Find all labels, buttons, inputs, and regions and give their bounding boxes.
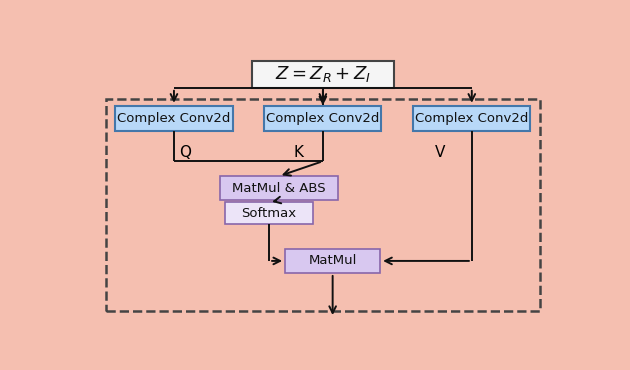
FancyBboxPatch shape bbox=[220, 176, 338, 201]
Text: Q: Q bbox=[179, 145, 191, 160]
Text: Complex Conv2d: Complex Conv2d bbox=[117, 112, 231, 125]
FancyBboxPatch shape bbox=[285, 249, 381, 273]
FancyBboxPatch shape bbox=[264, 106, 381, 131]
Text: Complex Conv2d: Complex Conv2d bbox=[415, 112, 529, 125]
FancyBboxPatch shape bbox=[252, 61, 394, 88]
Text: $Z = Z_R + Z_I$: $Z = Z_R + Z_I$ bbox=[275, 64, 371, 84]
Text: Complex Conv2d: Complex Conv2d bbox=[266, 112, 379, 125]
Text: MatMul & ABS: MatMul & ABS bbox=[232, 182, 326, 195]
FancyBboxPatch shape bbox=[226, 202, 313, 224]
FancyBboxPatch shape bbox=[115, 106, 232, 131]
Text: Softmax: Softmax bbox=[242, 206, 297, 219]
FancyBboxPatch shape bbox=[413, 106, 530, 131]
Text: K: K bbox=[294, 145, 304, 160]
Text: MatMul: MatMul bbox=[309, 255, 357, 268]
Text: V: V bbox=[435, 145, 445, 160]
